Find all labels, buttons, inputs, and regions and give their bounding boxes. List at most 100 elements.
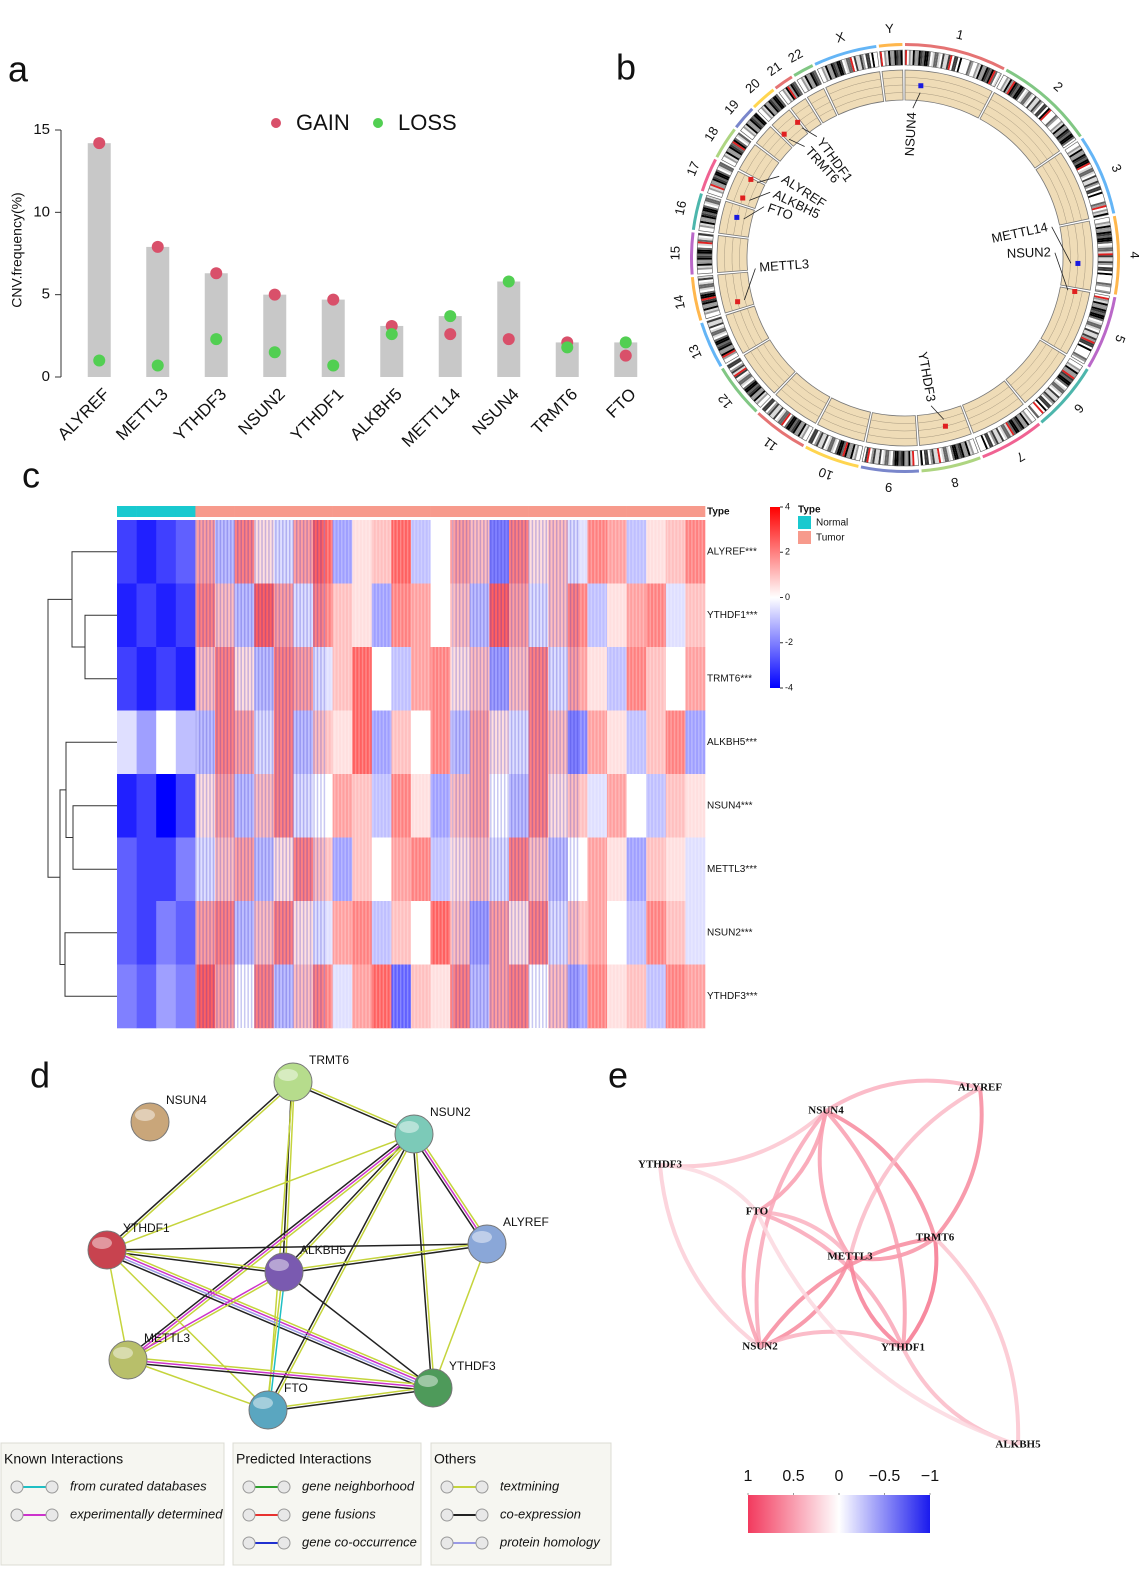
type-annotation [215,506,235,517]
type-annotation [529,506,549,517]
heatmap-cell [274,965,294,1029]
type-annotation [548,506,568,517]
stripe-texture [202,520,204,1028]
stripe-texture [334,520,336,1028]
heatmap-cell [489,838,509,902]
bar [205,273,228,377]
stripe-texture [407,520,409,1028]
stripe-texture [549,520,551,1028]
legend-label: LOSS [398,110,457,135]
gene-marker [735,299,740,304]
legend-group-title: Others [434,1451,476,1467]
stripe-texture [254,520,256,1028]
heatmap-cell [646,774,666,838]
heatmap-cell [333,901,353,965]
node-highlight [418,1375,438,1387]
heatmap-cell [274,901,294,965]
panel-label: a [8,49,29,90]
heatmap-cell [646,965,666,1029]
chromosome-label: 4 [1127,251,1139,258]
heatmap-cell [137,838,157,902]
stripe-texture [559,520,561,1028]
stripe-texture [656,520,658,1028]
annotation-label: Type [707,507,730,518]
legend-node [476,1537,488,1549]
legend-label: gene co-occurrence [302,1534,417,1549]
legend-node [441,1481,453,1493]
stripe-texture [320,520,322,1028]
stripe-texture [355,520,357,1028]
protein-label: FTO [284,1381,308,1395]
heatmap-cell [431,520,451,584]
heatmap-cell [195,584,215,648]
cytoband [908,451,910,466]
heatmap-cell [254,520,274,584]
protein-node [249,1391,287,1429]
heatmap-cell [333,584,353,648]
stripe-texture [268,520,270,1028]
heatmap-cell [666,647,686,711]
gene-marker [918,83,923,88]
type-annotation [509,506,529,517]
point [210,333,222,345]
gene-node-label: ALKBH5 [995,1439,1041,1451]
legend-label: gene neighborhood [302,1478,415,1493]
heatmap-cell [254,901,274,965]
heatmap-cell [607,774,627,838]
heatmap-cell [215,901,235,965]
gene-node-label: NSUN2 [742,1341,778,1353]
type-annotation [235,506,255,517]
chromosome-label: Y [885,21,895,37]
heatmap-cell [195,901,215,965]
gene-label: NSUN2 [1007,244,1052,261]
scale-tick-label: 0.5 [782,1468,804,1485]
heatmap-cell [607,647,627,711]
protein-node [109,1341,147,1379]
gene-node-label: YTHDF1 [881,1342,925,1354]
cytoband [907,50,909,65]
type-annotation [568,506,588,517]
heatmap-cell [274,774,294,838]
type-annotation [117,506,137,517]
gene-label: NSUN4 [902,112,919,157]
heatmap-cell [156,774,176,838]
heatmap-cell [117,901,137,965]
stripe-texture [604,520,606,1028]
row-label: YTHDF3*** [707,991,758,1002]
protein-node [468,1225,506,1263]
cytoband [697,258,712,260]
node-highlight [135,1109,155,1121]
gene-node-label: ALYREF [958,1082,1002,1094]
heatmap-cell [254,647,274,711]
heatmap-cell [176,584,196,648]
stripe-texture [272,520,274,1028]
type-annotation [313,506,333,517]
legend-label: textmining [500,1478,560,1493]
stripe-texture [684,520,686,1028]
stripe-texture [372,520,374,1028]
color-bar [770,507,780,688]
heatmap-cell [215,838,235,902]
stripe-texture [487,520,489,1028]
heatmap-cell [313,838,333,902]
cytoband [904,451,906,466]
heatmap-cell [372,584,392,648]
stripe-texture [573,520,575,1028]
type-annotation [372,506,392,517]
heatmap-cell [431,838,451,902]
protein-label: YTHDF1 [123,1221,170,1235]
stripe-texture [265,520,267,1028]
heatmap-cell [313,711,333,775]
heatmap-cell [254,584,274,648]
legend-group-title: Predicted Interactions [236,1451,371,1467]
protein-label: METTL3 [144,1331,190,1345]
stripe-texture [667,520,669,1028]
point [444,328,456,340]
point [386,328,398,340]
type-annotation [470,506,490,517]
legend-node [278,1509,290,1521]
heatmap-cell [529,711,549,775]
heatmap-cell [587,838,607,902]
heatmap-cell [529,774,549,838]
heatmap-cell [646,838,666,902]
